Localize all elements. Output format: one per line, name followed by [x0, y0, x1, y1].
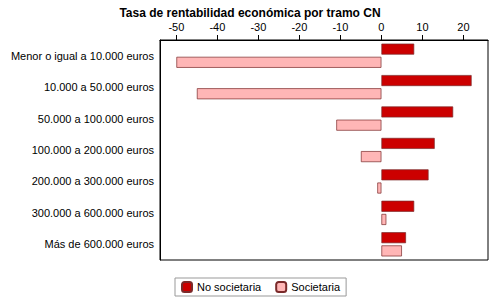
svg-text:10: 10: [416, 21, 428, 33]
svg-text:-10: -10: [332, 21, 348, 33]
svg-text:No societaria: No societaria: [197, 281, 262, 293]
svg-text:-50: -50: [168, 21, 184, 33]
svg-text:Societaria: Societaria: [291, 281, 341, 293]
svg-text:Tasa de rentabilidad económica: Tasa de rentabilidad económica por tramo…: [119, 6, 380, 20]
svg-text:Menor o igual a 10.000 euros: Menor o igual a 10.000 euros: [11, 50, 155, 62]
svg-text:Más de 600.000 euros: Más de 600.000 euros: [45, 238, 155, 250]
svg-text:-30: -30: [250, 21, 266, 33]
svg-text:200.000 a 300.000 euros: 200.000 a 300.000 euros: [32, 175, 155, 187]
svg-text:300.000 a 600.000 euros: 300.000 a 600.000 euros: [32, 207, 155, 219]
svg-text:20: 20: [457, 21, 469, 33]
svg-text:0: 0: [378, 21, 384, 33]
svg-text:-40: -40: [209, 21, 225, 33]
svg-text:50.000 a 100.000 euros: 50.000 a 100.000 euros: [38, 113, 155, 125]
svg-text:-20: -20: [291, 21, 307, 33]
svg-text:10.000 a 50.000 euros: 10.000 a 50.000 euros: [44, 81, 155, 93]
svg-text:100.000 a 200.000 euros: 100.000 a 200.000 euros: [32, 144, 155, 156]
